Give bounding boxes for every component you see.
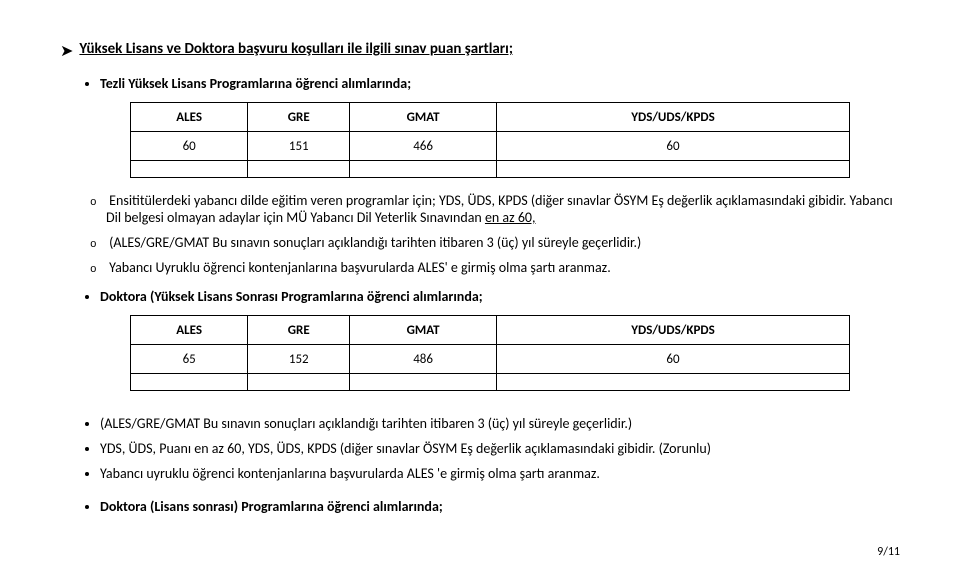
s2-td-1: 152 (248, 345, 350, 374)
s1-td-1: 151 (248, 132, 350, 161)
s2-bullet-a-text: (ALES/GRE/GMAT Bu sınavın sonuçları açık… (100, 415, 632, 432)
page-heading: ➤ Yüksek Lisans ve Doktora başvuru koşul… (60, 40, 900, 61)
s2-td-2: 486 (350, 345, 497, 374)
s1-sub-b-text: (ALES/GRE/GMAT Bu sınavın sonuçları açık… (109, 234, 641, 251)
s1-sub-a-underline: en az 60, (485, 209, 536, 226)
s2-th-1: GRE (248, 316, 350, 345)
heading-arrow-icon: ➤ (60, 41, 73, 61)
s1-td-3: 60 (496, 132, 849, 161)
s2-final-label: Doktora (Lisans sonrası) Programlarına ö… (100, 498, 443, 515)
section1-table: ALES GRE GMAT YDS/UDS/KPDS 60 151 466 60 (130, 102, 850, 178)
section1-intro: Tezli Yüksek Lisans Programlarına öğrenc… (100, 75, 900, 92)
heading-text: Yüksek Lisans ve Doktora başvuru koşulla… (79, 40, 513, 58)
s2-bullet-b-text: YDS, ÜDS, Puanı en az 60, YDS, ÜDS, KPDS… (100, 440, 711, 457)
section2-intro: Doktora (Yüksek Lisans Sonrası Programla… (100, 288, 900, 305)
s1-sub-b: (ALES/GRE/GMAT Bu sınavın sonuçları açık… (90, 234, 900, 251)
s2-td-3: 60 (496, 345, 849, 374)
s1-td-2: 466 (350, 132, 497, 161)
section2-intro-label: Doktora (Yüksek Lisans Sonrası Programla… (100, 288, 483, 305)
section2-table: ALES GRE GMAT YDS/UDS/KPDS 65 152 486 60 (130, 315, 850, 391)
s1-td-0: 60 (131, 132, 248, 161)
s2-bullet-a: (ALES/GRE/GMAT Bu sınavın sonuçları açık… (100, 415, 900, 432)
s2-th-3: YDS/UDS/KPDS (496, 316, 849, 345)
s1-sub-c: Yabancı Uyruklu öğrenci kontenjanlarına … (90, 259, 900, 276)
section1-intro-label: Tezli Yüksek Lisans Programlarına öğrenc… (100, 75, 411, 92)
s2-th-0: ALES (131, 316, 248, 345)
s1-sub-c-text: Yabancı Uyruklu öğrenci kontenjanlarına … (109, 259, 611, 276)
s2-bullet-c: Yabancı uyruklu öğrenci kontenjanlarına … (100, 465, 900, 482)
s1-th-1: GRE (248, 103, 350, 132)
s2-bullet-c-text: Yabancı uyruklu öğrenci kontenjanlarına … (100, 465, 600, 482)
s2-th-2: GMAT (350, 316, 497, 345)
s2-td-0: 65 (131, 345, 248, 374)
s1-sub-a: Ensititülerdeki yabancı dilde eğitim ver… (90, 192, 900, 226)
s2-final: Doktora (Lisans sonrası) Programlarına ö… (100, 498, 900, 515)
s1-th-0: ALES (131, 103, 248, 132)
s2-bullet-b: YDS, ÜDS, Puanı en az 60, YDS, ÜDS, KPDS… (100, 440, 900, 457)
s1-th-3: YDS/UDS/KPDS (496, 103, 849, 132)
page-number: 9/11 (60, 545, 900, 559)
s1-th-2: GMAT (350, 103, 497, 132)
